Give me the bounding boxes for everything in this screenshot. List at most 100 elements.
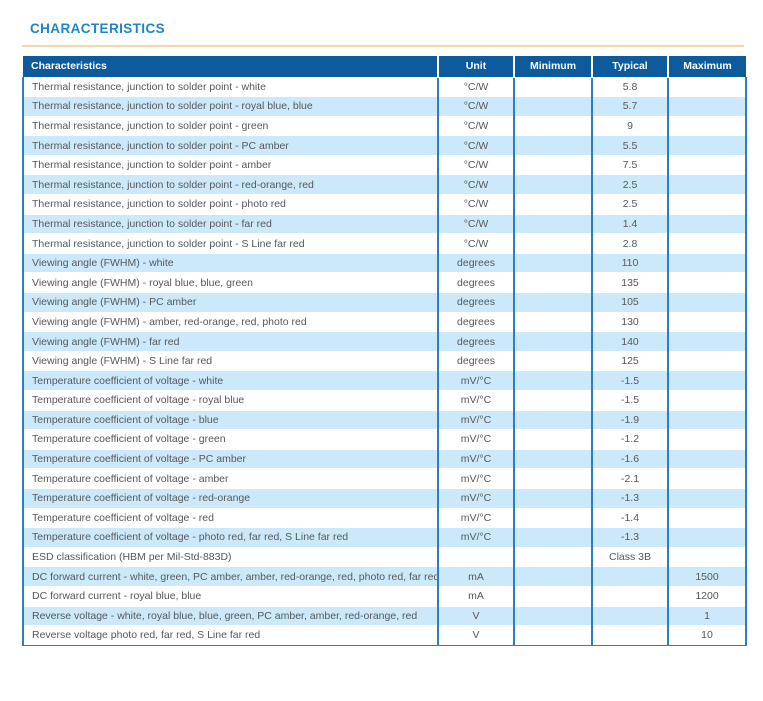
cell-characteristic: Temperature coefficient of voltage - amb… <box>22 468 438 489</box>
cell-minimum <box>513 194 592 215</box>
cell-minimum <box>513 155 592 176</box>
cell-unit: degrees <box>437 312 514 333</box>
table-row: Viewing angle (FWHM) - PC amber degrees … <box>22 292 747 313</box>
cell-characteristic: Temperature coefficient of voltage - roy… <box>22 390 438 411</box>
cell-minimum <box>513 488 592 509</box>
cell-maximum <box>667 488 747 509</box>
cell-unit: mV/°C <box>437 468 514 489</box>
cell-characteristic: Thermal resistance, junction to solder p… <box>22 174 438 196</box>
cell-characteristic: Viewing angle (FWHM) - royal blue, blue,… <box>22 272 438 294</box>
table-row: Thermal resistance, junction to solder p… <box>22 174 747 196</box>
cell-characteristic: Temperature coefficient of voltage - gre… <box>22 429 438 450</box>
cell-characteristic: Thermal resistance, junction to solder p… <box>22 194 438 215</box>
table-row: Thermal resistance, junction to solder p… <box>22 233 747 254</box>
cell-typical: 2.8 <box>591 233 668 254</box>
cell-maximum: 10 <box>667 625 747 646</box>
cell-typical: 110 <box>591 253 668 274</box>
table-row: Temperature coefficient of voltage - blu… <box>22 410 747 431</box>
cell-typical: 5.7 <box>591 96 668 117</box>
cell-minimum <box>513 233 592 254</box>
cell-characteristic: Viewing angle (FWHM) - amber, red-orange… <box>22 312 438 333</box>
table-row: Viewing angle (FWHM) - white degrees 110 <box>22 253 747 274</box>
cell-maximum <box>667 233 747 254</box>
cell-characteristic: Thermal resistance, junction to solder p… <box>22 96 438 117</box>
cell-unit: °C/W <box>437 96 514 117</box>
cell-maximum <box>667 547 747 568</box>
cell-unit: mA <box>437 566 514 587</box>
cell-typical: -1.5 <box>591 370 668 391</box>
cell-maximum: 1500 <box>667 566 747 587</box>
cell-maximum <box>667 527 747 548</box>
cell-maximum <box>667 155 747 176</box>
table-row: Temperature coefficient of voltage - amb… <box>22 468 747 489</box>
cell-unit: °C/W <box>437 155 514 176</box>
cell-characteristic: Temperature coefficient of voltage - PC … <box>22 449 438 470</box>
cell-unit: mV/°C <box>437 410 514 431</box>
column-header-minimum: Minimum <box>514 56 593 78</box>
cell-maximum <box>667 331 747 352</box>
cell-minimum <box>513 566 592 587</box>
cell-unit: °C/W <box>437 116 514 137</box>
table-row: Temperature coefficient of voltage - red… <box>22 508 747 529</box>
cell-characteristic: Temperature coefficient of voltage - red <box>22 508 438 529</box>
cell-characteristic: DC forward current - white, green, PC am… <box>22 566 438 587</box>
column-header-typical: Typical <box>592 56 669 78</box>
cell-unit: V <box>437 625 514 646</box>
cell-typical: -1.3 <box>591 488 668 509</box>
cell-typical <box>591 566 668 587</box>
cell-minimum <box>513 547 592 568</box>
table-row: Temperature coefficient of voltage - gre… <box>22 429 747 450</box>
cell-typical: 9 <box>591 116 668 137</box>
cell-minimum <box>513 429 592 450</box>
cell-unit: mV/°C <box>437 527 514 548</box>
cell-typical: 125 <box>591 351 668 372</box>
cell-characteristic: Thermal resistance, junction to solder p… <box>22 233 438 254</box>
characteristics-table: Characteristics Unit Minimum Typical Max… <box>22 56 747 646</box>
cell-typical <box>591 586 668 607</box>
table-row: Thermal resistance, junction to solder p… <box>22 194 747 215</box>
cell-typical: Class 3B <box>591 547 668 568</box>
cell-minimum <box>513 272 592 294</box>
cell-maximum <box>667 272 747 294</box>
cell-unit: degrees <box>437 292 514 313</box>
cell-minimum <box>513 468 592 489</box>
cell-characteristic: Viewing angle (FWHM) - far red <box>22 331 438 352</box>
page-title: CHARACTERISTICS <box>30 21 166 36</box>
cell-typical: 2.5 <box>591 194 668 215</box>
cell-characteristic: DC forward current - royal blue, blue <box>22 586 438 607</box>
cell-unit: °C/W <box>437 233 514 254</box>
cell-unit: mV/°C <box>437 390 514 411</box>
table-row: Thermal resistance, junction to solder p… <box>22 77 747 98</box>
cell-typical: -1.4 <box>591 508 668 529</box>
cell-characteristic: Viewing angle (FWHM) - white <box>22 253 438 274</box>
cell-typical: 140 <box>591 331 668 352</box>
cell-minimum <box>513 449 592 470</box>
cell-maximum <box>667 351 747 372</box>
cell-typical: -1.6 <box>591 449 668 470</box>
cell-unit: mV/°C <box>437 449 514 470</box>
cell-unit: mV/°C <box>437 508 514 529</box>
cell-maximum <box>667 370 747 391</box>
table-row: DC forward current - royal blue, blue mA… <box>22 586 747 607</box>
cell-maximum <box>667 96 747 117</box>
cell-characteristic: Reverse voltage - white, royal blue, blu… <box>22 606 438 627</box>
cell-characteristic: Temperature coefficient of voltage - pho… <box>22 527 438 548</box>
cell-maximum <box>667 174 747 196</box>
table-row: Temperature coefficient of voltage - pho… <box>22 527 747 548</box>
table-row: Thermal resistance, junction to solder p… <box>22 214 747 235</box>
cell-typical: 5.8 <box>591 77 668 98</box>
cell-typical: -1.5 <box>591 390 668 411</box>
table-row: DC forward current - white, green, PC am… <box>22 566 747 587</box>
table-row: Temperature coefficient of voltage - roy… <box>22 390 747 411</box>
table-row: Thermal resistance, junction to solder p… <box>22 135 747 156</box>
cell-characteristic: Thermal resistance, junction to solder p… <box>22 77 438 98</box>
cell-characteristic: Viewing angle (FWHM) - PC amber <box>22 292 438 313</box>
cell-characteristic: Thermal resistance, junction to solder p… <box>22 214 438 235</box>
cell-maximum <box>667 77 747 98</box>
cell-minimum <box>513 77 592 98</box>
table-row: Thermal resistance, junction to solder p… <box>22 155 747 176</box>
table-row: Temperature coefficient of voltage - red… <box>22 488 747 509</box>
cell-maximum: 1200 <box>667 586 747 607</box>
cell-minimum <box>513 390 592 411</box>
cell-typical: 7.5 <box>591 155 668 176</box>
